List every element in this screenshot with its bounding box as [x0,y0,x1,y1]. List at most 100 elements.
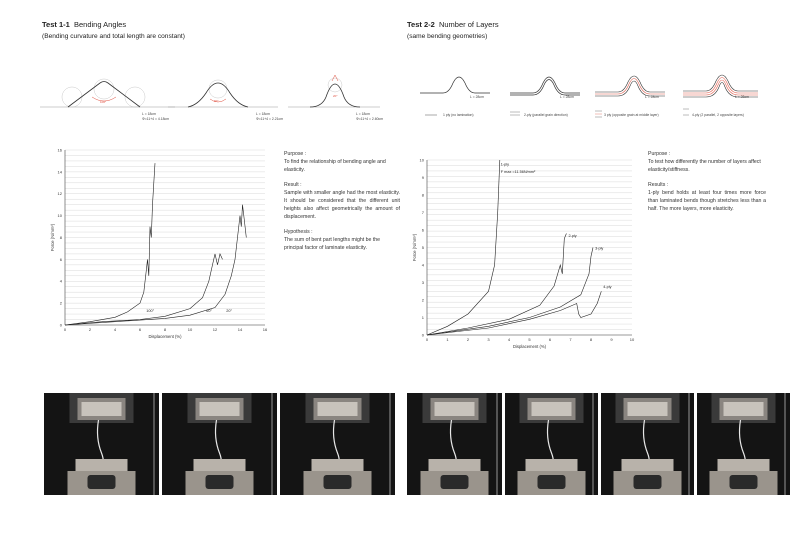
y-tick-label: 4 [60,279,63,284]
x-tick-label: 16 [263,327,268,332]
y-axis-label: Force (N/mm²) [50,223,55,251]
test1-title: Test 1-1 Bending Angles [42,20,126,29]
x-tick-label: 12 [213,327,218,332]
test-photo [44,393,159,495]
x-tick-label: 0 [426,337,429,342]
test1-title-bold: Test 1-1 [42,20,70,29]
x-tick-label: 8 [590,337,593,342]
series-annotation: 3-ply [595,246,603,250]
x-tick-label: 8 [164,327,167,332]
x-axis-label: Displacement (%) [513,344,547,349]
x-tick-label: 10 [630,337,635,342]
y-tick-label: 9 [422,175,425,180]
test2-legend-3: 3 ply (opposite grain at middle layer) [604,113,659,117]
test-photo [407,393,502,495]
series-line-4-ply [426,291,602,336]
y-tick-label: 3 [422,280,425,285]
test2-force-chart: 0 1 2 3 4 5 6 7 8 9 10 0 1 2 3 4 5 6 7 8 9 10 Displacement (%)… [412,157,635,349]
y-tick-label: 0 [422,332,425,337]
x-tick-label: 1 [446,337,449,342]
y-tick-label: 1 [422,315,425,320]
y-tick-label: 10 [420,157,425,162]
y-tick-label: 8 [422,192,425,197]
test2-label-2: L = 28cm [560,95,574,99]
y-tick-label: 2 [422,297,425,302]
test2-purpose-text: To test how differently the number of la… [648,159,761,174]
y-tick-label: 6 [60,257,63,262]
diagram-4-ply [683,74,758,116]
test1-hypothesis-heading: Hypothesis : [284,228,313,235]
machine-clamp-illustration [697,393,790,495]
x-tick-label: 0 [64,327,67,332]
y-tick-label: 4 [422,262,425,267]
test2-title-rest: Number of Layers [438,20,499,29]
x-tick-label: 3 [487,337,490,342]
test-photo [162,393,277,495]
y-axis-label: Force (N/mm²) [412,233,417,261]
x-tick-label: 2 [467,337,470,342]
diagram1-label: L = 18cm Φ=11+4 = 4.18cm [142,112,170,121]
x-tick-label: 5 [528,337,531,342]
diagram3-label: L = 18cm Φ=11+4 = 2.60cm [356,112,384,121]
x-tick-label: 7 [569,337,572,342]
test2-description: Purpose : To test how differently the num… [648,150,766,219]
test1-force-chart: 0 2 4 6 8 10 12 14 16 0 2 4 6 8 10 12 14 16 Displacement (… [50,147,268,339]
test2-legend-1: 1 ply (no lamination) [443,113,474,117]
test2-label-4: L = 28cm [735,95,749,99]
y-tick-label: 8 [60,235,63,240]
test1-description: Purpose : To find the relationship of ben… [284,150,400,258]
series-line-1-ply [426,159,501,336]
diagram-20-degree: 20° [288,75,380,108]
test2-layer-diagrams [420,74,758,118]
test1-result-heading: Result : [284,181,302,188]
test1-result-text: Sample with smaller angle had the most e… [284,189,400,221]
y-tick-label: 14 [58,169,63,174]
test1-purpose-heading: Purpose : [284,151,307,157]
test1-subtitle: (Bending curvature and total length are … [42,33,185,40]
series-line-2-ply [426,233,567,336]
diagram-2-ply [510,76,580,116]
machine-clamp-illustration [505,393,598,495]
test2-label-1: L = 28cm [470,95,484,99]
test2-title-bold: Test 2-2 [407,20,435,29]
series-line-60° [64,252,223,326]
test2-legend-4: 4-ply (2 parallel, 2 opposite layers) [692,113,744,117]
machine-clamp-illustration [280,393,395,495]
diagram-60-degree: 60° [168,79,278,108]
svg-text:20°: 20° [333,94,338,98]
test-photo [280,393,395,495]
test2-label-3: L = 28cm [645,95,659,99]
diagram-100-degree: 100° [40,78,175,108]
test2-purpose-heading: Purpose : [648,151,671,157]
test2-result-heading: Results : [648,181,669,188]
x-axis-label: Displacement (%) [148,334,182,339]
diagram-3-ply [595,75,665,118]
series-annotation: 100° [146,309,154,313]
series-annotation: 4-ply [603,285,611,289]
series-line-3-ply [426,247,594,336]
y-tick-label: 6 [422,227,425,232]
y-tick-label: 10 [58,213,63,218]
y-tick-label: 16 [58,147,63,152]
series-annotation: 60° [206,309,212,313]
y-tick-label: 12 [58,191,63,196]
series-annotation: F max =11.56N/mm² [501,170,536,174]
test1-geometry-diagrams: 100° 60° 20° [40,75,380,108]
series-annotation: 1-ply [501,162,509,166]
x-tick-label: 9 [610,337,613,342]
machine-clamp-illustration [601,393,694,495]
y-tick-label: 7 [422,210,425,215]
x-tick-label: 10 [188,327,193,332]
series-line-20° [64,204,247,326]
diagram2-label: L = 18cm Φ=11+4 = 2.21cm [256,112,284,121]
test2-result-text: 1-ply bend holds at least four times mor… [648,189,766,213]
series-annotation: 20° [226,309,232,313]
test2-legend-2: 2-ply (parallel grain direction) [524,113,568,117]
test1-hypothesis-text: The sum of bent part lengths might be th… [284,236,381,252]
svg-text:60°: 60° [214,99,219,103]
test-photo [697,393,790,495]
x-tick-label: 14 [238,327,243,332]
machine-clamp-illustration [44,393,159,495]
test1-title-rest: Bending Angles [73,20,127,29]
x-tick-label: 4 [114,327,117,332]
